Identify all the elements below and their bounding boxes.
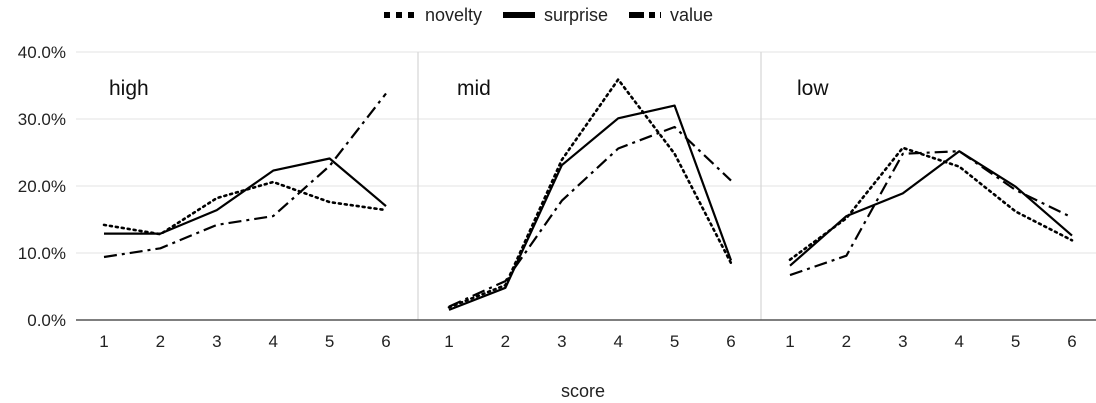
x-tick-label: 3: [557, 332, 566, 351]
y-tick-label: 40.0%: [18, 43, 66, 62]
series-line-mid-value: [448, 125, 732, 308]
y-tick-label: 0.0%: [27, 311, 66, 330]
x-axis-title: score: [561, 381, 605, 401]
x-tick-label: 4: [613, 332, 622, 351]
x-tick-label: 4: [954, 332, 963, 351]
legend-item-novelty: novelty: [383, 5, 482, 26]
legend: novelty surprise value: [0, 3, 1096, 27]
legend-label-value: value: [670, 4, 714, 25]
x-tick-label: 4: [268, 332, 277, 351]
panel-label-low: low: [797, 77, 829, 100]
y-tick-label: 20.0%: [18, 177, 66, 196]
series-line-high-surprise: [104, 157, 387, 235]
x-tick-label: 3: [898, 332, 907, 351]
series-line-mid-novelty: [447, 78, 733, 309]
legend-item-value: value: [628, 5, 713, 26]
x-tick-label: 6: [1067, 332, 1076, 351]
x-tick-label: 5: [670, 332, 679, 351]
y-tick-label: 10.0%: [18, 244, 66, 263]
series-line-mid-surprise: [448, 104, 733, 311]
x-tick-label: 6: [726, 332, 735, 351]
x-tick-label: 3: [212, 332, 221, 351]
x-tick-label: 1: [99, 332, 108, 351]
panel-label-high: high: [109, 77, 149, 100]
series-line-low-surprise: [789, 150, 1073, 267]
series-line-low-novelty: [788, 146, 1074, 262]
legend-swatch-surprise: [502, 12, 535, 18]
legend-label-surprise: surprise: [543, 4, 609, 25]
x-tick-label: 5: [325, 332, 334, 351]
legend-swatch-value: [629, 12, 662, 18]
x-tick-label: 2: [501, 332, 510, 351]
legend-swatch-novelty: [383, 12, 416, 18]
series-line-high-value: [103, 92, 387, 259]
x-tick-label: 2: [842, 332, 851, 351]
legend-label-novelty: novelty: [424, 4, 482, 25]
y-tick-label: 30.0%: [18, 110, 66, 129]
x-tick-label: 1: [785, 332, 794, 351]
x-tick-label: 5: [1011, 332, 1020, 351]
series-line-low-value: [789, 150, 1073, 277]
x-tick-label: 2: [156, 332, 165, 351]
panel-label-mid: mid: [457, 77, 491, 100]
legend-item-surprise: surprise: [502, 5, 608, 26]
x-tick-label: 6: [381, 332, 390, 351]
x-tick-label: 1: [444, 332, 453, 351]
